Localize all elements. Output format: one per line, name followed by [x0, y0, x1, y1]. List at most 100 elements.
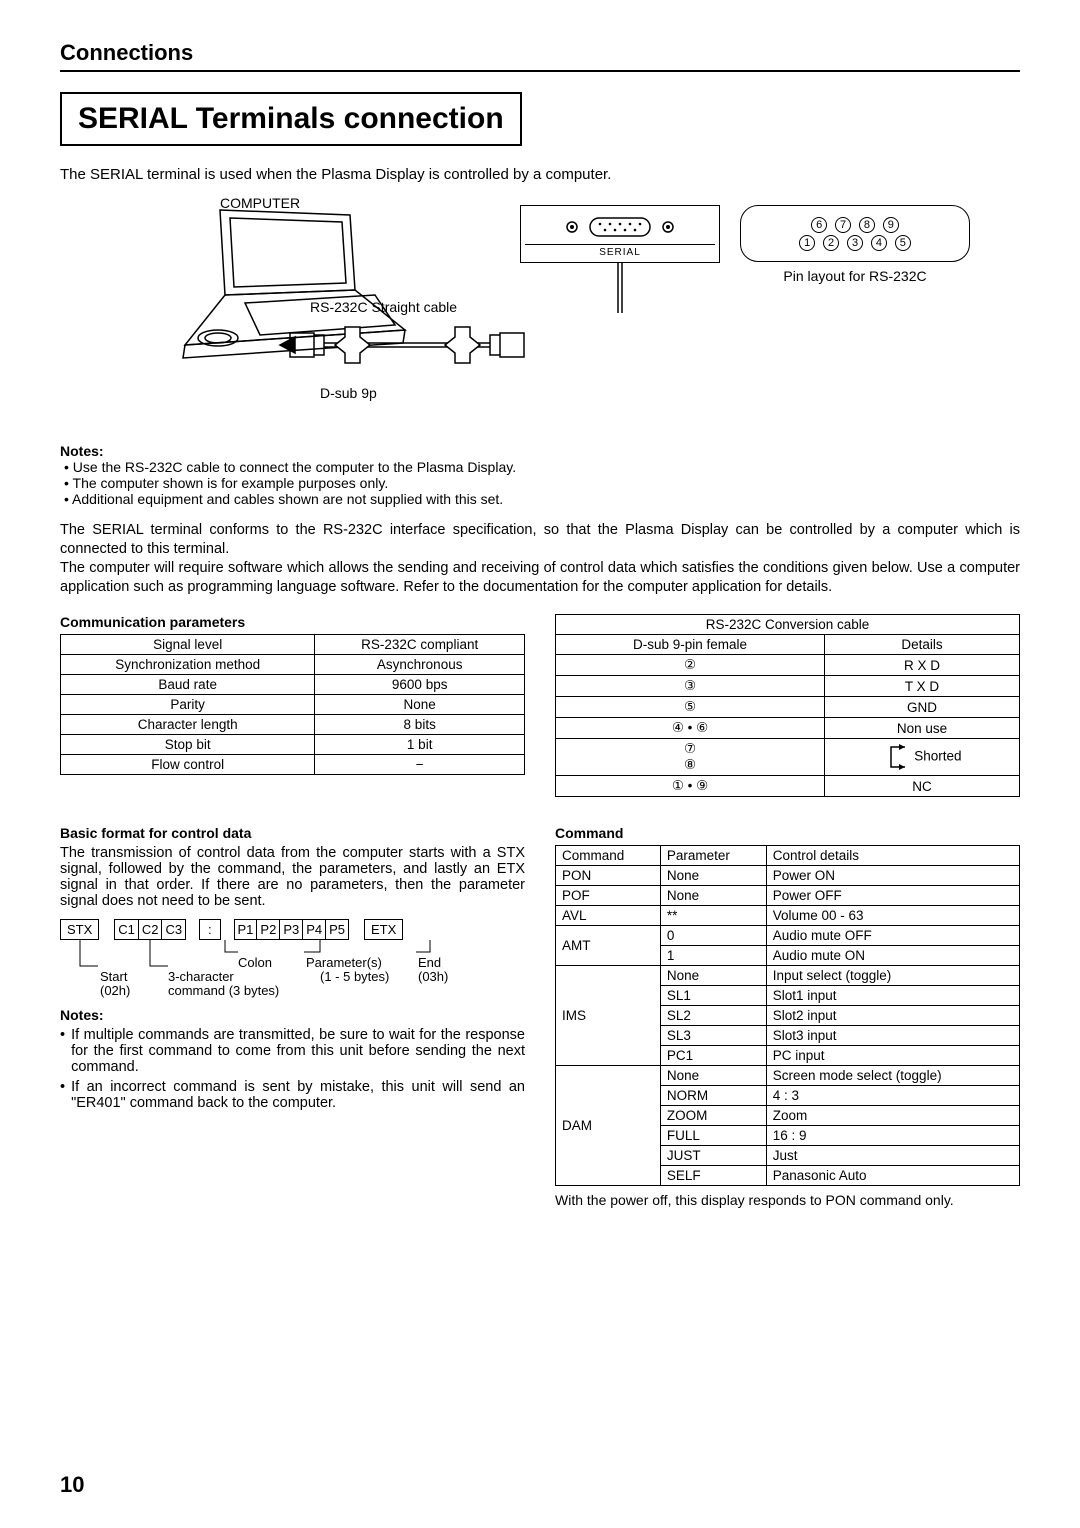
table-header: Details: [825, 635, 1020, 655]
colon-box: :: [199, 919, 221, 940]
note-item: Use the RS-232C cable to connect the com…: [64, 459, 1020, 475]
table-cell: 1 bit: [315, 735, 525, 755]
notes-heading: Notes:: [60, 443, 1020, 459]
table-header: Parameter: [660, 846, 766, 866]
table-cell: NC: [825, 776, 1020, 797]
connection-diagram: COMPUTER RS-232C Straight cable: [60, 195, 1020, 425]
c1-box: C1: [114, 919, 139, 940]
command-after-note: With the power off, this display respond…: [555, 1192, 1020, 1208]
serial-label: SERIAL: [525, 244, 715, 258]
table-cell: Audio mute ON: [766, 946, 1019, 966]
note-item: If multiple commands are transmitted, be…: [71, 1027, 525, 1075]
table-cell: Input select (toggle): [766, 966, 1019, 986]
pins-bottom-row: 1 2 3 4 5: [761, 233, 949, 250]
table-cell: Audio mute OFF: [766, 926, 1019, 946]
end-hex: (03h): [418, 969, 448, 984]
serial-port-box: SERIAL: [520, 205, 720, 263]
p4-box: P4: [303, 919, 326, 940]
table-cell: None: [660, 966, 766, 986]
page-title: SERIAL Terminals connection: [78, 102, 504, 136]
notes2-heading: Notes:: [60, 1007, 525, 1023]
table-cell: Asynchronous: [315, 655, 525, 675]
table-cell: ③: [556, 676, 825, 697]
table-cell: None: [660, 866, 766, 886]
table-cell: DAM: [556, 1066, 661, 1186]
table-cell: 9600 bps: [315, 675, 525, 695]
table-cell: ZOOM: [660, 1106, 766, 1126]
table-cell: PON: [556, 866, 661, 886]
table-cell: 1: [660, 946, 766, 966]
table-cell: 0: [660, 926, 766, 946]
table-cell: SELF: [660, 1166, 766, 1186]
colon-lbl: Colon: [238, 955, 272, 970]
p3-box: P3: [280, 919, 303, 940]
basic-format-text: The transmission of control data from th…: [60, 845, 525, 909]
note-item: The computer shown is for example purpos…: [64, 475, 1020, 491]
comm-params-heading: Communication parameters: [60, 614, 525, 630]
table-cell: GND: [825, 697, 1020, 718]
computer-label: COMPUTER: [220, 195, 300, 211]
table-cell: Volume 00 - 63: [766, 906, 1019, 926]
table-cell: RS-232C compliant: [315, 635, 525, 655]
start-lbl: Start: [100, 969, 127, 984]
table-cell: Power ON: [766, 866, 1019, 886]
table-cell: Slot1 input: [766, 986, 1019, 1006]
table-cell: Zoom: [766, 1106, 1019, 1126]
table-cell: **: [660, 906, 766, 926]
basic-format-heading: Basic format for control data: [60, 825, 525, 841]
table-header: RS-232C Conversion cable: [556, 615, 1020, 635]
cable-icon: [260, 315, 660, 375]
table-cell: SL2: [660, 1006, 766, 1026]
note-item: Additional equipment and cables shown ar…: [64, 491, 1020, 507]
table-cell: −: [315, 755, 525, 775]
pins-top-row: 6 7 8 9: [761, 216, 949, 233]
table-cell: PC input: [766, 1046, 1019, 1066]
intro-text: The SERIAL terminal is used when the Pla…: [60, 166, 1020, 183]
param-lbl: Parameter(s): [306, 955, 382, 970]
table-cell: Panasonic Auto: [766, 1166, 1019, 1186]
table-cell: Character length: [61, 715, 315, 735]
pin-caption: Pin layout for RS-232C: [740, 268, 970, 284]
title-box: SERIAL Terminals connection: [60, 92, 522, 146]
table-cell: 16 : 9: [766, 1126, 1019, 1146]
section-header: Connections: [60, 40, 1020, 72]
table-cell: ⑤: [556, 697, 825, 718]
cable-down-icon: [600, 263, 640, 323]
etx-box: ETX: [364, 919, 403, 940]
dsub-label: D-sub 9p: [320, 385, 377, 401]
table-cell: Just: [766, 1146, 1019, 1166]
table-cell: ⑦⑧: [556, 739, 825, 776]
table-cell: None: [315, 695, 525, 715]
note-item: If an incorrect command is sent by mista…: [71, 1079, 525, 1111]
table-header: Control details: [766, 846, 1019, 866]
table-cell: 8 bits: [315, 715, 525, 735]
comm-params-table: Signal levelRS-232C compliantSynchroniza…: [60, 634, 525, 775]
table-cell: T X D: [825, 676, 1020, 697]
table-cell: Flow control: [61, 755, 315, 775]
p1-box: P1: [234, 919, 258, 940]
table-cell: Synchronization method: [61, 655, 315, 675]
table-cell: JUST: [660, 1146, 766, 1166]
table-cell: None: [660, 886, 766, 906]
table-cell: NORM: [660, 1086, 766, 1106]
table-cell: Shorted: [825, 739, 1020, 776]
notes-list: Use the RS-232C cable to connect the com…: [64, 459, 1020, 507]
main-paragraph: The SERIAL terminal conforms to the RS-2…: [60, 521, 1020, 596]
c2-box: C2: [139, 919, 163, 940]
format-diagram: STX C1C2C3 : P1P2P3P4P5 ETX: [60, 919, 525, 987]
table-cell: Slot3 input: [766, 1026, 1019, 1046]
table-cell: FULL: [660, 1126, 766, 1146]
table-cell: POF: [556, 886, 661, 906]
table-cell: AVL: [556, 906, 661, 926]
table-cell: PC1: [660, 1046, 766, 1066]
table-cell: Baud rate: [61, 675, 315, 695]
table-cell: 4 : 3: [766, 1086, 1019, 1106]
table-cell: ②: [556, 655, 825, 676]
table-cell: IMS: [556, 966, 661, 1066]
table-cell: None: [660, 1066, 766, 1086]
stx-box: STX: [60, 919, 99, 940]
table-cell: Non use: [825, 718, 1020, 739]
table-cell: Power OFF: [766, 886, 1019, 906]
end-lbl: End: [418, 955, 441, 970]
command-table: CommandParameterControl detailsPONNonePo…: [555, 845, 1020, 1186]
